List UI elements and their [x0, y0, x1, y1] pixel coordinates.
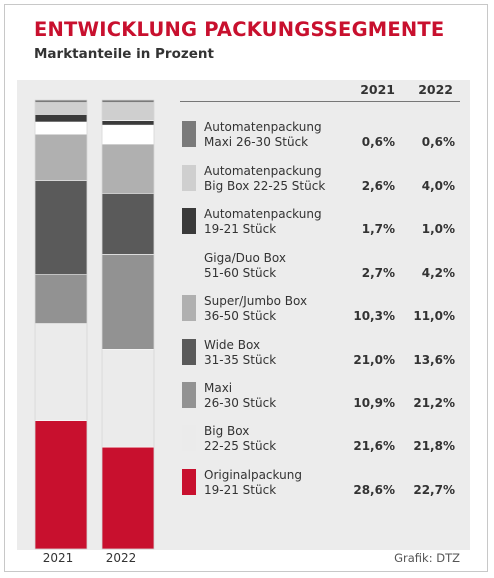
bar-segment-2021 [34, 99, 88, 103]
bar-outline-2022 [101, 99, 155, 550]
legend-row: Wide Box 31-35 Stück 21,0% 13,6% [180, 336, 465, 372]
x-tick-label-2022: 2022 [105, 551, 137, 565]
value-label-2022: 11,0% [413, 309, 455, 323]
bar-segment-2022 [101, 254, 155, 350]
chart-panel [17, 80, 470, 550]
value-label-2021: 1,7% [361, 222, 395, 236]
legend-label-line2: Big Box 22-25 Stück [204, 179, 326, 193]
legend-swatch [182, 382, 196, 408]
legend-swatch [182, 208, 196, 234]
legend-label-line1: Super/Jumbo Box [204, 294, 308, 308]
value-label-2022: 13,6% [413, 353, 455, 367]
bar-segment-2022 [101, 120, 155, 126]
legend-label-line1: Giga/Duo Box [204, 251, 286, 265]
bar-segment-2022 [101, 349, 155, 448]
legend-row: Super/Jumbo Box 36-50 Stück 10,3% 11,0% [180, 292, 465, 328]
legend-swatch [182, 425, 196, 451]
legend-label-line1: Automatenpackung [204, 164, 322, 178]
value-label-2022: 0,6% [421, 135, 455, 149]
value-label-2022: 4,2% [421, 266, 455, 280]
x-tick-label-2021: 2021 [42, 551, 74, 565]
legend-swatch [182, 339, 196, 365]
value-label-2022: 4,0% [421, 179, 455, 193]
legend-swatch [182, 295, 196, 321]
legend-label-line1: Originalpackung [204, 468, 302, 482]
legend-swatch [182, 252, 196, 278]
graphic-credit: Grafik: DTZ [394, 551, 460, 565]
legend-label-line2: 31-35 Stück [204, 353, 277, 367]
legend-label-line2: 51-60 Stück [204, 266, 277, 280]
value-label-2022: 22,7% [413, 483, 455, 497]
bar-segment-2022 [101, 124, 155, 145]
chart-title: ENTWICKLUNG PACKUNGSSEGMENTE [34, 18, 445, 41]
bar-segment-2022 [101, 193, 155, 255]
legend-row: Big Box 22-25 Stück 21,6% 21,8% [180, 422, 465, 458]
bar-segment-2021 [34, 121, 88, 135]
legend-label-line1: Maxi [204, 381, 233, 395]
value-label-2022: 21,8% [413, 439, 455, 453]
legend-label-line1: Automatenpackung [204, 207, 322, 221]
value-label-2021: 21,6% [353, 439, 395, 453]
legend-row: Automatenpackung 19-21 Stück 1,7% 1,0% [180, 205, 465, 241]
legend-row: Automatenpackung Big Box 22-25 Stück 2,6% 4… [180, 162, 465, 198]
value-label-2021: 2,6% [361, 179, 395, 193]
value-label-2022: 1,0% [421, 222, 455, 236]
bar-segment-2021 [34, 323, 88, 421]
bar-segment-2022 [101, 446, 155, 550]
value-label-2021: 10,3% [353, 309, 395, 323]
legend-label-line1: Big Box [204, 424, 250, 438]
bar-segment-2021 [34, 114, 88, 123]
bar-segment-2021 [34, 133, 88, 181]
bar-segment-2022 [101, 143, 155, 194]
value-label-2021: 0,6% [361, 135, 395, 149]
legend-row: Originalpackung 19-21 Stück 28,6% 22,7% [180, 466, 465, 502]
bar-segment-2021 [34, 180, 88, 275]
legend-swatch [182, 469, 196, 495]
legend-label-line2: Maxi 26-30 Stück [204, 135, 309, 149]
value-label-2021: 10,9% [353, 396, 395, 410]
bar-outline-2021 [34, 99, 88, 550]
value-label-2021: 28,6% [353, 483, 395, 497]
value-label-2022: 21,2% [413, 396, 455, 410]
legend-label-line2: 22-25 Stück [204, 439, 277, 453]
value-label-2021: 21,0% [353, 353, 395, 367]
legend-label-line1: Automatenpackung [204, 120, 322, 134]
bar-segment-2021 [34, 274, 88, 324]
bar-segment-2022 [101, 99, 155, 103]
legend-row: Automatenpackung Maxi 26-30 Stück 0,6% 0,6% [180, 118, 465, 154]
legend-row: Giga/Duo Box 51-60 Stück 2,7% 4,2% [180, 249, 465, 285]
chart-frame [4, 4, 488, 572]
chart-subtitle: Marktanteile in Prozent [34, 46, 214, 62]
legend-label-line2: 36-50 Stück [204, 309, 277, 323]
header-rule [180, 101, 460, 102]
legend-row: Maxi 26-30 Stück 10,9% 21,2% [180, 379, 465, 415]
value-label-2021: 2,7% [361, 266, 395, 280]
legend-swatch [182, 165, 196, 191]
legend-label-line1: Wide Box [204, 338, 261, 352]
legend-label-line2: 19-21 Stück [204, 483, 277, 497]
legend-swatch [182, 121, 196, 147]
bar-segment-2021 [34, 102, 88, 115]
legend-label-line2: 26-30 Stück [204, 396, 277, 410]
column-header-2021: 2021 [360, 82, 395, 97]
column-header-2022: 2022 [418, 82, 453, 97]
bar-segment-2022 [101, 102, 155, 121]
bar-segment-2021 [34, 420, 88, 550]
legend-label-line2: 19-21 Stück [204, 222, 277, 236]
